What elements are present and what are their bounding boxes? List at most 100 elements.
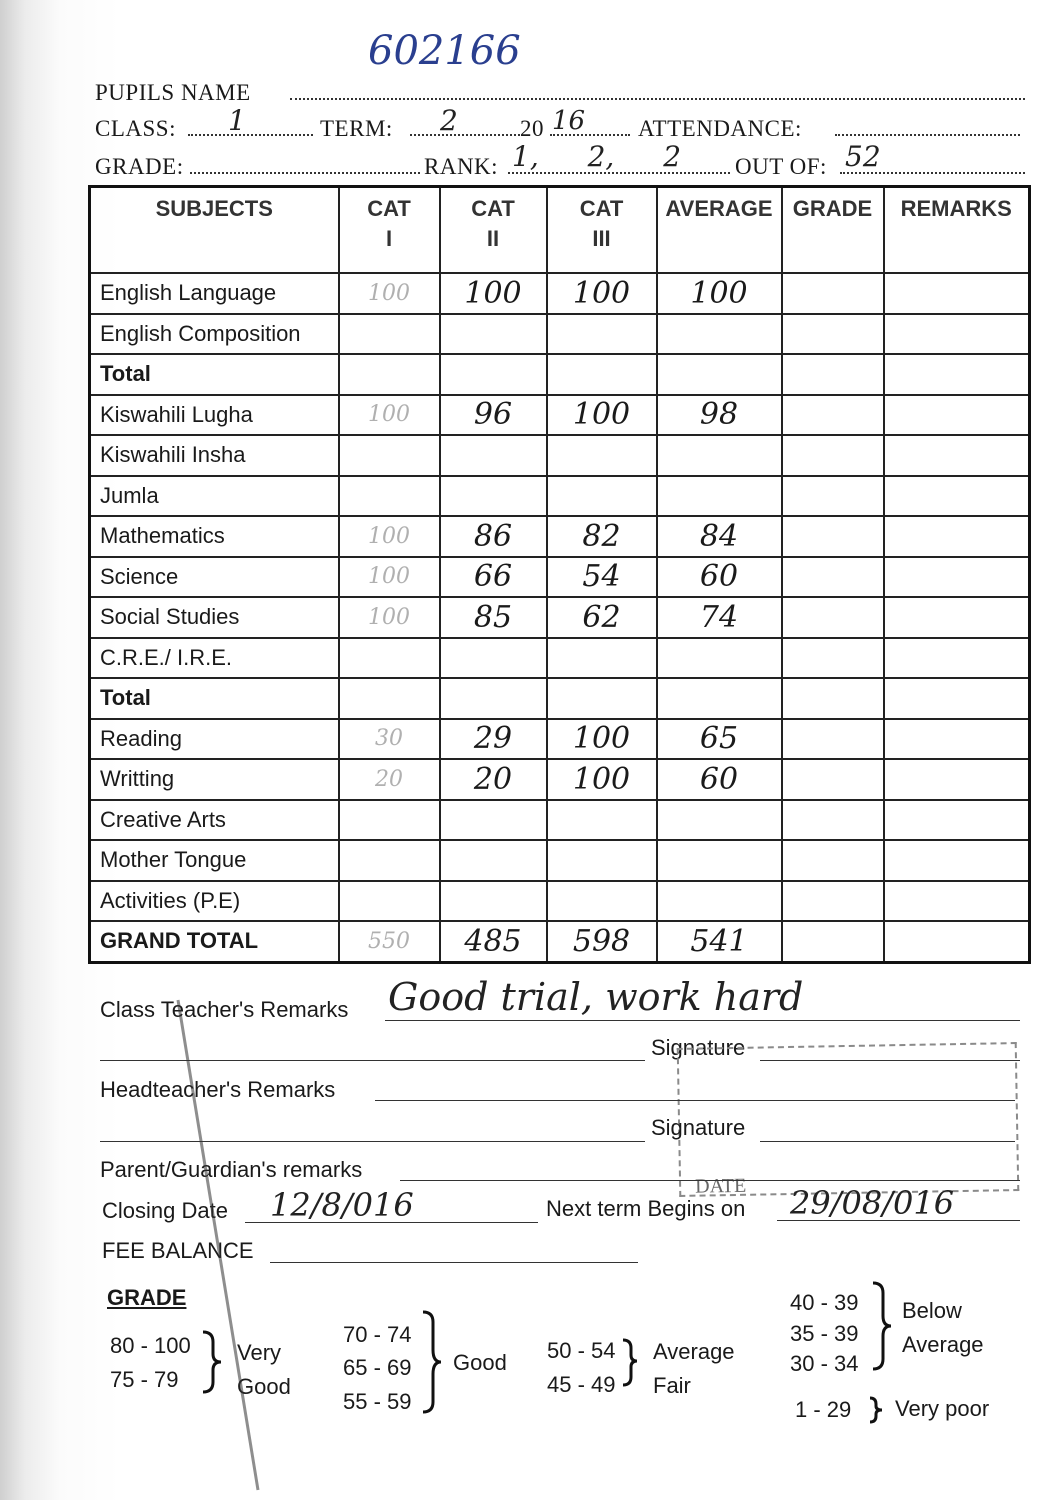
grade-label: Good	[453, 1350, 507, 1375]
rule	[760, 1141, 1015, 1142]
score-cell	[337, 353, 441, 396]
score-cell	[337, 434, 441, 477]
subject-cell: Science	[88, 555, 340, 598]
score-cell	[655, 636, 783, 679]
table-row: Mathematics 100 86 82 84	[88, 515, 1031, 558]
grade-cell	[780, 920, 885, 963]
score-cell	[438, 879, 548, 922]
leader	[188, 134, 313, 136]
score-cell: 20	[337, 758, 441, 801]
score-cell	[438, 677, 548, 720]
score-cell	[655, 312, 783, 355]
grade-label: Very Good	[237, 1340, 291, 1399]
score-cell	[337, 879, 441, 922]
table-row: Creative Arts	[88, 798, 1031, 841]
rule	[100, 1060, 645, 1061]
grade-cell	[780, 312, 885, 355]
closing-date: 12/8/016	[270, 1186, 414, 1224]
score-cell	[337, 312, 441, 355]
score-cell: 100	[337, 596, 441, 639]
class-teacher-label: Class Teacher's Remarks	[100, 997, 349, 1022]
remarks-cell	[882, 677, 1031, 720]
subject-cell: Total	[88, 353, 340, 396]
remarks-cell	[882, 474, 1031, 517]
remarks-cell	[882, 515, 1031, 558]
score-cell: 541	[655, 920, 783, 963]
subject-cell: Mathematics	[88, 515, 340, 558]
year-prefix: 20	[520, 116, 544, 141]
grade-cell	[780, 555, 885, 598]
subject-cell: Kiswahili Lugha	[88, 393, 340, 436]
score-cell	[337, 474, 441, 517]
score-cell	[655, 474, 783, 517]
subject-cell: English Language	[88, 272, 340, 315]
subject-cell: GRAND TOTAL	[88, 920, 340, 963]
score-cell	[655, 798, 783, 841]
signature-label: Signature	[651, 1035, 746, 1060]
remarks-cell	[882, 717, 1031, 760]
score-cell: 100	[337, 555, 441, 598]
score-cell: 86	[438, 515, 548, 558]
rule	[375, 1100, 1015, 1101]
grade-cell	[780, 596, 885, 639]
grade-range: 30 - 34	[790, 1351, 859, 1376]
column-header-text: CAT II	[471, 196, 515, 251]
fee-balance-label: FEE BALANCE	[102, 1238, 254, 1263]
table-row: Kiswahili Insha	[88, 434, 1031, 477]
score-cell: 60	[655, 555, 783, 598]
remarks-cell	[882, 353, 1031, 396]
score-cell: 62	[545, 596, 658, 639]
brace	[622, 1338, 638, 1387]
table-row: Total	[88, 677, 1031, 720]
score-cell: 100	[545, 717, 658, 760]
headteacher-label: Headteacher's Remarks	[100, 1077, 336, 1102]
column-header: SUBJECTS	[88, 185, 340, 274]
score-cell	[545, 677, 658, 720]
score-cell: 54	[545, 555, 658, 598]
table-row: Total	[88, 353, 1031, 396]
leader	[835, 134, 1020, 136]
header-row: SUBJECTS CAT I CAT II CAT III AVERAGE GRADE RE…	[88, 185, 1031, 274]
column-header: CAT III	[545, 185, 658, 274]
score-cell	[438, 798, 548, 841]
score-cell: 85	[438, 596, 548, 639]
subject-cell: Writting	[88, 758, 340, 801]
table-row: Reading 30 29 100 65	[88, 717, 1031, 760]
brace	[872, 1281, 892, 1371]
brace	[422, 1310, 442, 1414]
column-header-text: CAT III	[579, 196, 624, 251]
score-cell: 96	[438, 393, 548, 436]
score-cell	[438, 474, 548, 517]
score-cell	[337, 798, 441, 841]
table-row: Activities (P.E)	[88, 879, 1031, 922]
score-cell	[337, 839, 441, 882]
score-cell	[655, 839, 783, 882]
grade-range: 70 - 74	[343, 1322, 412, 1347]
signature-label: Signature	[651, 1115, 746, 1140]
remarks-cell	[882, 393, 1031, 436]
grade-range: 80 - 100	[110, 1333, 191, 1358]
subject-cell: Creative Arts	[88, 798, 340, 841]
attendance-label: ATTENDANCE:	[638, 116, 802, 141]
grade-range: 55 - 59	[343, 1389, 412, 1414]
grade-label: Below Average	[902, 1298, 984, 1357]
score-cell	[438, 353, 548, 396]
term-value: 2	[440, 104, 458, 137]
subject-cell: Jumla	[88, 474, 340, 517]
score-cell: 30	[337, 717, 441, 760]
subject-cell: Total	[88, 677, 340, 720]
grade-label: Fair	[653, 1373, 691, 1398]
remarks-cell	[882, 434, 1031, 477]
class-teacher-remarks: Good trial, work hard	[388, 975, 804, 1019]
leader	[508, 172, 730, 174]
remarks-cell	[882, 312, 1031, 355]
score-cell	[438, 434, 548, 477]
remarks-cell	[882, 596, 1031, 639]
score-cell	[545, 474, 658, 517]
subject-cell: Reading	[88, 717, 340, 760]
column-header: GRADE	[780, 185, 885, 274]
grade-cell	[780, 393, 885, 436]
score-cell	[438, 312, 548, 355]
score-cell: 60	[655, 758, 783, 801]
score-cell	[545, 798, 658, 841]
